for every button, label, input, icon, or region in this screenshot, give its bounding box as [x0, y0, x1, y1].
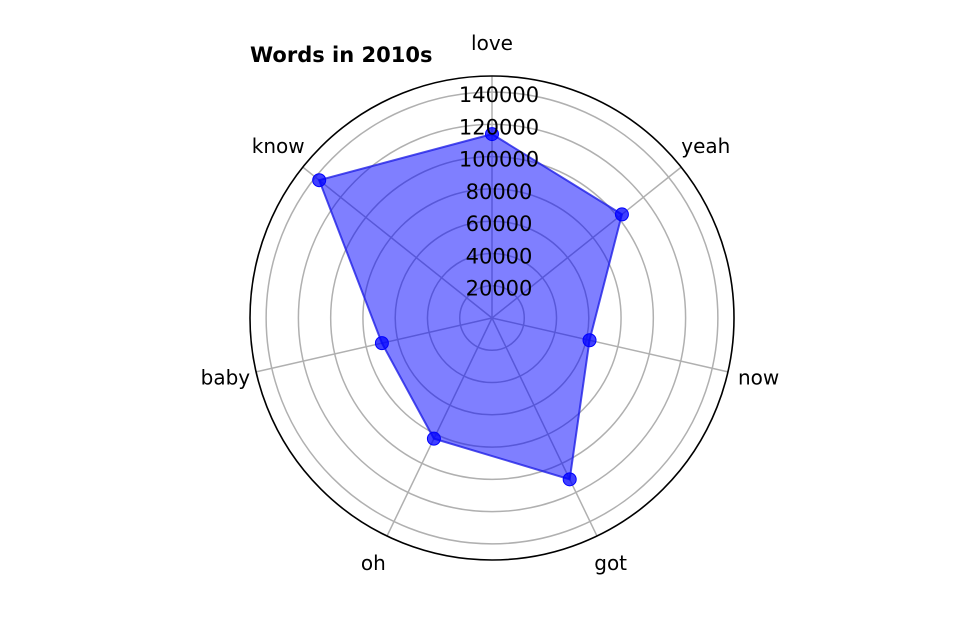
- data-point-know: [312, 173, 327, 188]
- category-label-now: now: [738, 365, 779, 389]
- radial-tick-label: 80000: [466, 180, 533, 204]
- category-label-oh: oh: [361, 551, 386, 575]
- data-point-oh: [426, 431, 441, 446]
- radial-tick-labels: 20000 40000 60000 80000 100000 120000 140000: [459, 83, 539, 301]
- chart-title: Words in 2010s: [250, 43, 432, 67]
- radial-tick-label: 20000: [466, 277, 533, 301]
- radial-tick-label: 60000: [466, 212, 533, 236]
- category-label-baby: baby: [201, 365, 251, 389]
- radial-tick-label: 140000: [459, 83, 539, 107]
- category-label-yeah: yeah: [681, 134, 730, 158]
- radial-tick-label: 120000: [459, 115, 539, 139]
- data-point-now: [582, 333, 597, 348]
- data-point-got: [562, 472, 577, 487]
- category-label-know: know: [252, 134, 305, 158]
- category-label-got: got: [594, 551, 627, 575]
- polar-frame: [249, 75, 735, 561]
- category-labels: love yeah now got oh baby know: [201, 31, 780, 575]
- radial-tick-label: 40000: [466, 244, 533, 268]
- category-label-love: love: [471, 31, 513, 55]
- data-point-baby: [374, 336, 389, 351]
- data-point-love: [485, 127, 499, 142]
- data-point-yeah: [614, 207, 629, 222]
- series-layer: [312, 127, 629, 487]
- series-area: [317, 133, 624, 481]
- radial-tick-label: 100000: [459, 148, 539, 172]
